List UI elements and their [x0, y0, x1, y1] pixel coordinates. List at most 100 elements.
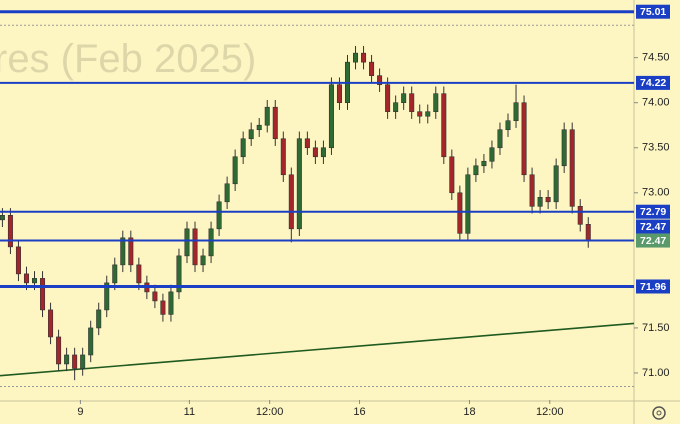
y-tick-label: 71.50 — [642, 322, 670, 334]
candle-body — [385, 84, 391, 113]
candle-body — [23, 273, 29, 284]
candle-body — [304, 138, 310, 149]
candle-body — [224, 183, 230, 203]
price-label: 72.79 — [640, 206, 666, 218]
price-label-box — [636, 204, 670, 219]
price-label-box — [636, 4, 670, 19]
candle-body — [15, 246, 21, 275]
candle-body — [489, 147, 495, 162]
candle-body — [312, 147, 318, 158]
candle-body — [425, 111, 431, 117]
price-label-box — [636, 233, 670, 248]
candle-body — [569, 129, 575, 207]
candle-body — [64, 354, 70, 365]
candle-body — [401, 93, 407, 104]
y-tick-label: 71.00 — [642, 367, 670, 379]
candle-body — [272, 106, 278, 140]
candle-body — [553, 165, 559, 203]
candle-body — [88, 327, 94, 356]
x-tick-label: 9 — [77, 406, 83, 418]
candle-body — [369, 61, 375, 76]
candle-body — [296, 138, 302, 230]
candle-body — [465, 174, 471, 234]
candle-body — [481, 160, 487, 167]
candle-body — [361, 52, 367, 63]
price-label: 74.22 — [640, 77, 666, 89]
price-label: 72.47 — [640, 221, 666, 233]
candle-body — [545, 196, 551, 203]
candle-body — [288, 174, 294, 230]
candle-body — [505, 120, 511, 131]
y-tick-label: 73.00 — [642, 187, 670, 199]
price-label-box — [636, 219, 670, 234]
candle-body — [537, 196, 543, 207]
x-tick-label: 12:00 — [536, 406, 564, 418]
candle-body — [232, 156, 238, 185]
candle-body — [280, 138, 286, 176]
candle-body — [0, 215, 5, 221]
candle-body — [112, 264, 118, 284]
candle-body — [256, 124, 262, 131]
trendline — [0, 322, 635, 377]
candle-body — [264, 106, 270, 126]
candle-body — [152, 291, 158, 302]
y-tick-label: 74.00 — [642, 97, 670, 109]
price-label: 75.01 — [640, 6, 666, 18]
price-label: 71.96 — [640, 281, 666, 293]
candle-body — [240, 138, 246, 158]
x-tick-label: 18 — [463, 406, 475, 418]
candle-body — [104, 282, 110, 311]
candle-body — [176, 255, 182, 293]
candle-body — [353, 52, 359, 63]
x-tick-label: 16 — [353, 406, 365, 418]
candle-body — [128, 237, 134, 266]
candle-body — [168, 291, 174, 315]
candle-body — [80, 354, 86, 369]
candle-body — [32, 278, 38, 284]
candle-body — [320, 147, 326, 158]
x-tick-label: 11 — [184, 406, 195, 418]
candle-body — [40, 278, 46, 311]
candle-body — [248, 129, 254, 140]
candle-body — [184, 228, 190, 257]
price-label: 72.47 — [640, 235, 666, 247]
price-label-box — [636, 75, 670, 90]
candle-body — [529, 174, 535, 207]
candle-body — [216, 201, 222, 230]
candle-body — [208, 228, 214, 257]
y-tick-label: 73.50 — [642, 142, 670, 154]
candle-body — [192, 228, 198, 266]
gear-icon[interactable] — [652, 406, 666, 420]
candle-body — [336, 84, 342, 104]
candle-body — [136, 264, 142, 284]
candle-body — [585, 224, 591, 241]
candle-body — [561, 129, 567, 167]
candle-body — [457, 192, 463, 234]
candle-body — [72, 354, 78, 369]
candle-body — [577, 206, 583, 225]
y-tick-label: 74.50 — [642, 52, 670, 64]
candle-body — [48, 309, 54, 338]
candle-body — [160, 300, 166, 315]
candle-body — [441, 93, 447, 158]
candle-body — [449, 156, 455, 194]
candle-body — [377, 75, 383, 85]
candle-body — [120, 237, 126, 266]
watermark: res (Feb 2025) — [0, 37, 256, 81]
settings-button[interactable] — [652, 406, 666, 420]
candle-body — [433, 93, 439, 113]
candle-body — [513, 102, 519, 122]
candle-body — [473, 165, 479, 176]
candle-body — [409, 93, 415, 113]
candle-body — [7, 215, 13, 248]
candle-body — [200, 255, 206, 266]
candle-body — [96, 309, 102, 329]
x-tick-label: 12:00 — [256, 406, 284, 418]
candle-body — [393, 102, 399, 113]
gear-icon-center[interactable] — [656, 410, 662, 416]
candle-body — [497, 129, 503, 149]
candle-body — [417, 111, 423, 117]
candle-body — [328, 84, 334, 149]
price-label-box — [636, 279, 670, 294]
